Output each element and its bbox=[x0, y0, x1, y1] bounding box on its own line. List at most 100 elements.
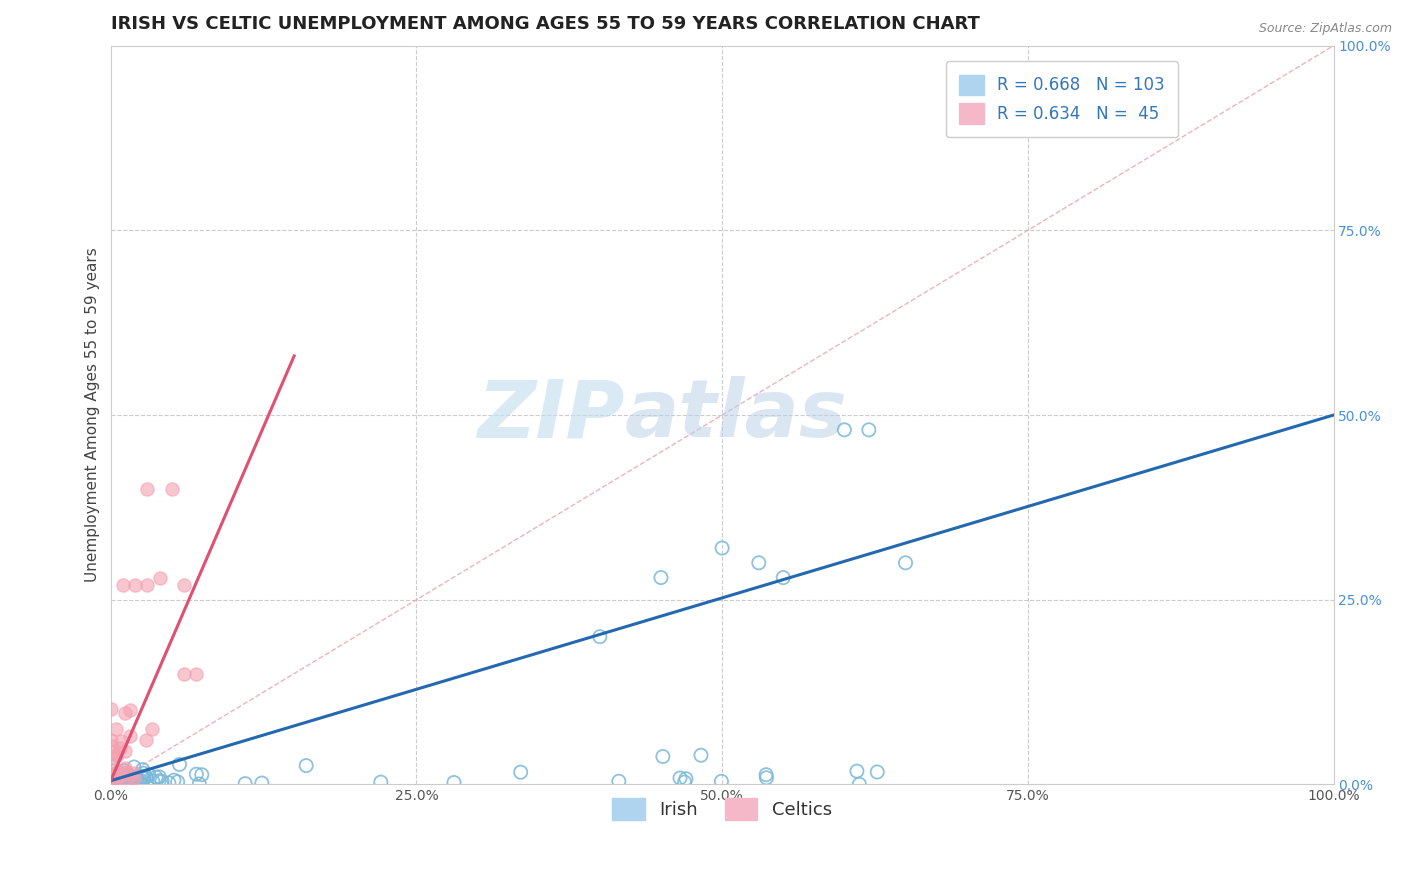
Point bbox=[101, 775, 124, 789]
Point bbox=[669, 771, 692, 785]
Point bbox=[132, 772, 155, 786]
Point bbox=[105, 773, 128, 788]
Point bbox=[755, 768, 778, 782]
Point bbox=[166, 775, 188, 789]
Point bbox=[110, 734, 132, 748]
Point bbox=[107, 772, 129, 786]
Point bbox=[136, 578, 159, 592]
Point bbox=[157, 776, 180, 790]
Point bbox=[145, 770, 167, 784]
Point bbox=[834, 423, 856, 437]
Point bbox=[118, 776, 141, 790]
Point bbox=[105, 775, 128, 789]
Legend: Irish, Celtics: Irish, Celtics bbox=[605, 790, 839, 827]
Point bbox=[589, 630, 612, 644]
Point bbox=[131, 769, 153, 783]
Point bbox=[104, 768, 127, 782]
Point bbox=[250, 776, 273, 790]
Point bbox=[122, 760, 145, 774]
Point bbox=[100, 776, 122, 790]
Point bbox=[135, 732, 157, 747]
Point bbox=[114, 772, 136, 787]
Point bbox=[108, 771, 131, 785]
Point bbox=[114, 775, 136, 789]
Point bbox=[100, 702, 122, 716]
Point bbox=[100, 739, 122, 753]
Point bbox=[104, 722, 127, 736]
Point bbox=[132, 763, 155, 777]
Point bbox=[104, 769, 127, 783]
Point bbox=[104, 774, 127, 789]
Point bbox=[103, 764, 125, 778]
Point bbox=[101, 772, 124, 787]
Point bbox=[110, 772, 132, 786]
Point bbox=[111, 769, 134, 783]
Point bbox=[104, 776, 127, 790]
Point bbox=[690, 748, 713, 763]
Point bbox=[295, 758, 318, 772]
Point bbox=[111, 767, 134, 781]
Text: Source: ZipAtlas.com: Source: ZipAtlas.com bbox=[1258, 22, 1392, 36]
Point bbox=[114, 761, 136, 775]
Point bbox=[104, 747, 127, 762]
Point bbox=[100, 763, 122, 777]
Point bbox=[111, 776, 134, 790]
Point bbox=[122, 772, 145, 786]
Point bbox=[866, 764, 889, 779]
Point bbox=[443, 775, 465, 789]
Point bbox=[110, 776, 132, 790]
Point bbox=[141, 723, 163, 737]
Point bbox=[105, 766, 128, 780]
Point bbox=[148, 770, 170, 784]
Point bbox=[114, 769, 136, 783]
Point bbox=[127, 777, 149, 791]
Point bbox=[509, 765, 531, 780]
Point bbox=[125, 772, 148, 786]
Point bbox=[129, 776, 152, 790]
Point bbox=[118, 775, 141, 789]
Point bbox=[114, 706, 136, 721]
Text: atlas: atlas bbox=[624, 376, 846, 454]
Point bbox=[748, 556, 770, 570]
Text: IRISH VS CELTIC UNEMPLOYMENT AMONG AGES 55 TO 59 YEARS CORRELATION CHART: IRISH VS CELTIC UNEMPLOYMENT AMONG AGES … bbox=[111, 15, 980, 33]
Point bbox=[191, 768, 214, 782]
Point bbox=[100, 733, 122, 747]
Point bbox=[103, 777, 125, 791]
Point bbox=[100, 772, 122, 786]
Point bbox=[173, 578, 195, 592]
Point bbox=[651, 749, 673, 764]
Point bbox=[115, 764, 138, 779]
Point bbox=[650, 571, 672, 585]
Point bbox=[112, 764, 135, 778]
Point bbox=[120, 703, 142, 717]
Point bbox=[108, 741, 131, 756]
Point bbox=[131, 776, 153, 790]
Point bbox=[163, 773, 186, 788]
Point bbox=[107, 747, 129, 762]
Text: ZIP: ZIP bbox=[477, 376, 624, 454]
Point bbox=[112, 767, 135, 781]
Point bbox=[100, 776, 122, 790]
Point bbox=[233, 777, 256, 791]
Point bbox=[100, 776, 122, 790]
Point bbox=[100, 777, 122, 791]
Point bbox=[150, 774, 173, 789]
Point bbox=[105, 771, 128, 785]
Point bbox=[135, 770, 157, 784]
Point bbox=[858, 423, 880, 437]
Point bbox=[755, 771, 778, 785]
Point bbox=[370, 775, 392, 789]
Point bbox=[111, 578, 134, 592]
Point bbox=[107, 764, 129, 779]
Point bbox=[114, 744, 136, 758]
Point bbox=[173, 666, 195, 681]
Point bbox=[710, 774, 733, 789]
Point bbox=[148, 773, 170, 788]
Point bbox=[103, 766, 125, 780]
Point bbox=[772, 571, 794, 585]
Point bbox=[118, 776, 141, 790]
Point bbox=[160, 482, 183, 496]
Point bbox=[186, 767, 208, 781]
Point bbox=[107, 768, 129, 782]
Point bbox=[122, 771, 145, 785]
